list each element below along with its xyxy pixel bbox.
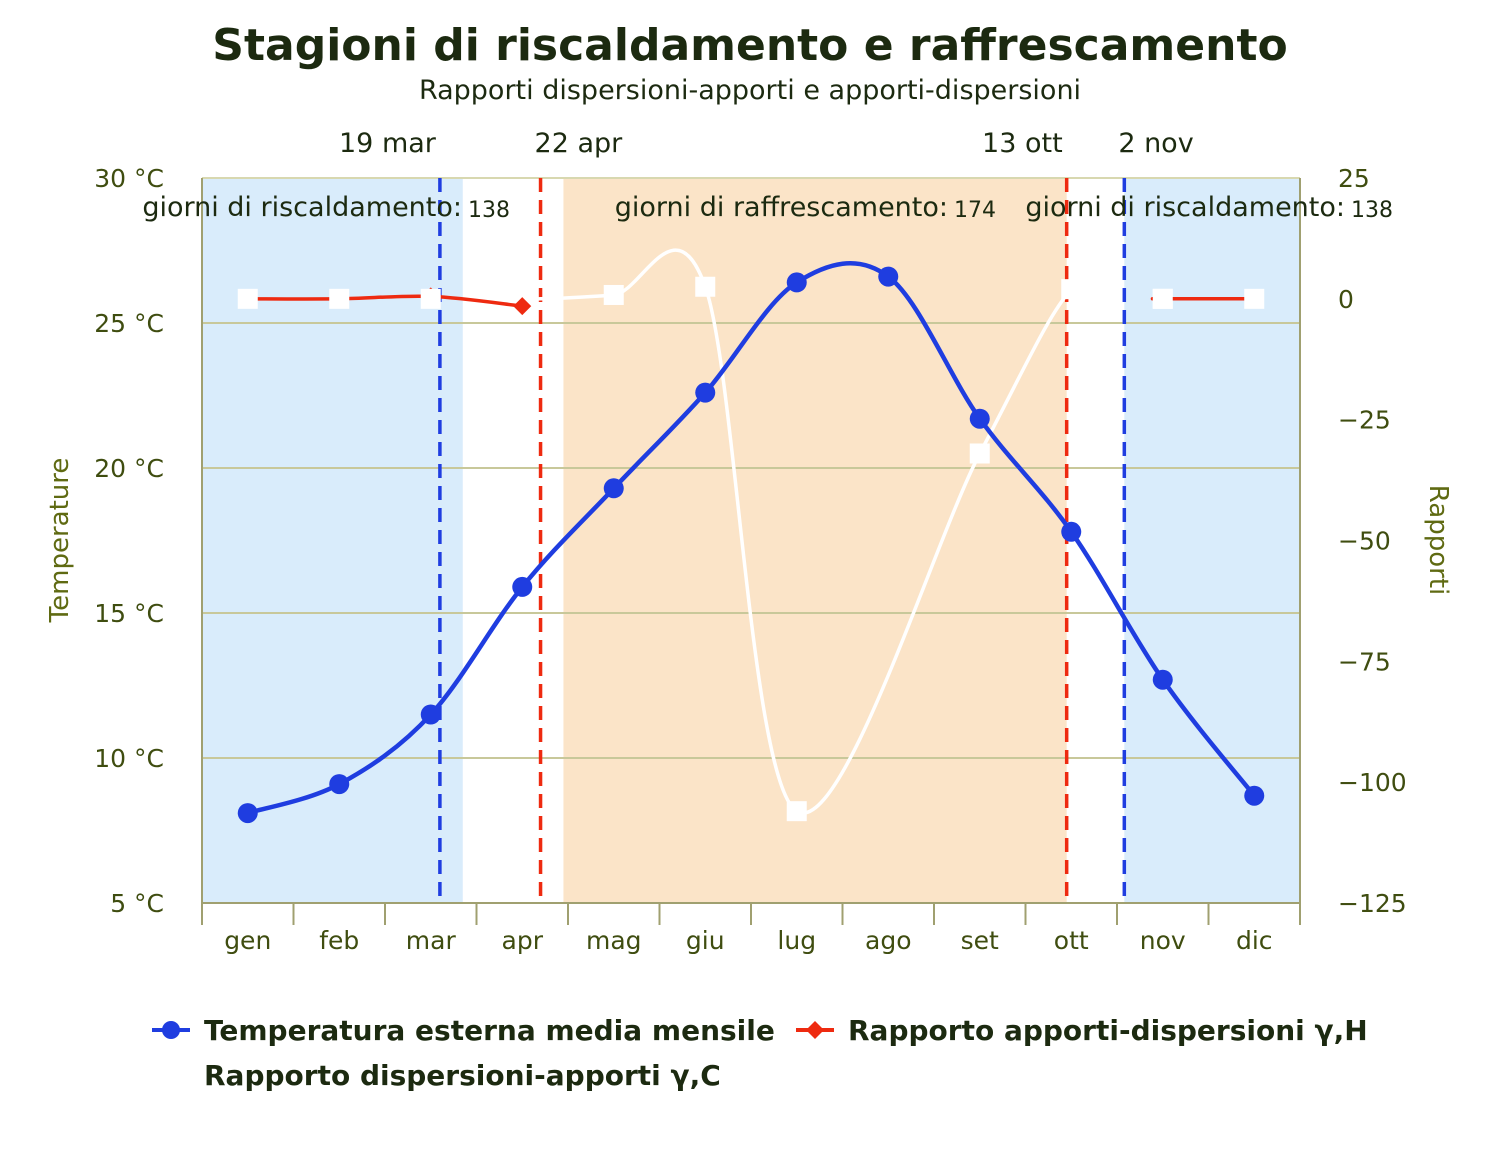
season-labels: giorni di riscaldamento: 138 giorni di raf… [142, 192, 1393, 223]
y-right-tick-label-0: −125 [1338, 889, 1407, 918]
y-right-tick-label-6: 25 [1338, 164, 1370, 193]
x-tick-label-feb: feb [319, 926, 359, 955]
temperature-point-lug [786, 272, 807, 293]
marker-label-3: 2 nov [1118, 128, 1193, 159]
y-left-tick-label-3: 20 °C [94, 454, 164, 483]
ratio-cooling-point-lug [786, 801, 807, 822]
x-tick-label-mar: mar [406, 926, 457, 955]
temperature-point-dic [1244, 785, 1265, 806]
x-tick-label-ago: ago [865, 926, 911, 955]
temperature-point-feb [329, 774, 350, 795]
ratio-cooling-point-set [969, 443, 990, 464]
y-right-tick-label-3: −50 [1338, 527, 1391, 556]
temperature-point-ago [878, 266, 899, 287]
temperature-point-apr [512, 576, 533, 597]
y-right-tick-label-5: 0 [1338, 285, 1354, 314]
marker-label-2: 13 ott [982, 128, 1063, 159]
season-count-0: 138 [468, 198, 510, 223]
legend-item-ratio-cooling: Rapporto dispersioni-apporti γ,C [152, 1059, 721, 1092]
ratio-cooling-point-apr [512, 286, 533, 307]
legend-item-ratio-heating: Rapporto apporti-dispersioni γ,H [796, 1014, 1368, 1047]
x-tick-label-set: set [961, 926, 999, 955]
legend-item-temperature: Temperatura esterna media mensile [152, 1014, 775, 1047]
ratio-overlap-point-nov [1152, 288, 1173, 309]
temperature-point-mar [420, 704, 441, 725]
season-label-1: giorni di raffrescamento: [615, 192, 948, 223]
season-band-2 [1124, 178, 1300, 903]
season-label-0: giorni di riscaldamento: [142, 192, 462, 223]
y-right-tick-label-4: −25 [1338, 406, 1391, 435]
chart-subtitle: Rapporti dispersioni-apporti e apporti-d… [419, 75, 1081, 106]
series-ratio-heating-line [247, 294, 523, 308]
x-tick-label-giu: giu [686, 926, 725, 955]
ratio-overlap-point-mar [420, 288, 441, 309]
ratio-cooling-point-mag [603, 284, 624, 305]
x-tick-label-mag: mag [586, 926, 642, 955]
temperature-point-giu [695, 382, 716, 403]
temperature-point-set [969, 408, 990, 429]
left-axis-title: Temperature [45, 458, 75, 624]
temperature-point-gen [237, 803, 258, 824]
ratio-cooling-point-ott [1061, 279, 1082, 300]
ratio-overlap-point-gen [237, 288, 258, 309]
ratio-overlap-point-feb [329, 288, 350, 309]
season-label-2: giorni di riscaldamento: [1025, 192, 1345, 223]
grid-lines [202, 322, 1300, 759]
y-left-tick-label-2: 15 °C [94, 599, 164, 628]
right-axis-title: Rapporti [1423, 485, 1453, 595]
x-tick-label-apr: apr [502, 926, 544, 955]
axes: gen feb mar apr mag giu lug ago set ott nov dic 5 °C… [94, 164, 1406, 955]
x-tick-label-gen: gen [224, 926, 271, 955]
ratio-overlap-point-dic [1244, 288, 1265, 309]
legend-label-temperature: Temperatura esterna media mensile [204, 1014, 775, 1047]
temperature-point-mag [603, 478, 624, 499]
marker-label-1: 22 apr [535, 128, 624, 159]
y-left-tick-label-5: 30 °C [94, 164, 164, 193]
ratio-cooling-point-giu [695, 276, 716, 297]
season-band-1 [563, 178, 1067, 903]
season-bands [202, 178, 1300, 903]
legend-label-ratio-cooling: Rapporto dispersioni-apporti γ,C [204, 1059, 721, 1092]
legend: Temperatura esterna media mensile Rappor… [152, 1014, 1368, 1092]
season-count-2: 138 [1351, 198, 1393, 223]
y-right-tick-label-1: −100 [1338, 768, 1407, 797]
season-band-0 [202, 178, 463, 903]
y-left-tick-label-4: 25 °C [94, 309, 164, 338]
x-tick-label-dic: dic [1236, 926, 1273, 955]
series-ratio-cooling-line [508, 248, 1118, 815]
temperature-point-nov [1152, 669, 1173, 690]
chart-title: Stagioni di riscaldamento e raffrescamen… [212, 20, 1287, 71]
temperature-point-ott [1061, 521, 1082, 542]
x-tick-label-lug: lug [777, 926, 816, 955]
marker-label-0: 19 mar [339, 128, 437, 159]
x-tick-label-ott: ott [1054, 926, 1089, 955]
x-tick-label-nov: nov [1140, 926, 1186, 955]
legend-label-ratio-heating: Rapporto apporti-dispersioni γ,H [848, 1014, 1368, 1047]
y-left-tick-label-1: 10 °C [94, 744, 164, 773]
y-left-tick-label-0: 5 °C [110, 889, 164, 918]
data-series [237, 248, 1265, 824]
y-right-tick-label-2: −75 [1338, 647, 1391, 676]
ratio-heating-point-apr [513, 297, 532, 316]
season-count-1: 174 [954, 198, 996, 223]
